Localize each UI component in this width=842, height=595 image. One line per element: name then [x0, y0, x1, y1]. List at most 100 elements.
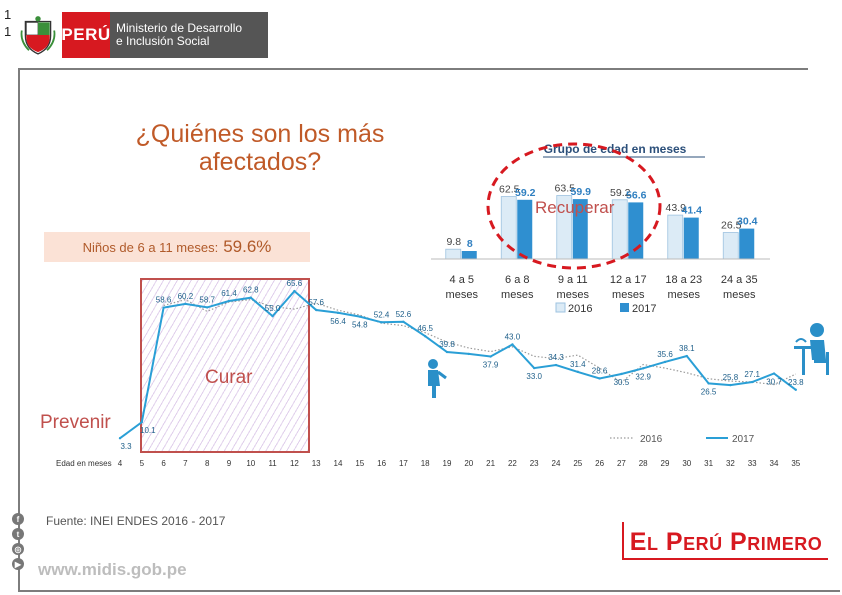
data-label-2017: 31.4 [570, 360, 586, 369]
bar-category-unit: meses [557, 289, 590, 301]
bar-category-unit: meses [723, 289, 756, 301]
child-at-table-icon [794, 323, 829, 375]
instagram-icon[interactable]: ◎ [12, 543, 24, 555]
bar-value-label-2016: 26.5 [721, 220, 742, 232]
data-label-2017: 43.0 [505, 332, 521, 341]
legend-label-2017: 2017 [732, 434, 755, 445]
x-tick-label: 8 [205, 459, 210, 468]
data-point-2017 [336, 311, 340, 315]
recuperar-dashed-ellipse [486, 142, 662, 270]
x-tick-label: 26 [595, 459, 604, 468]
bar-2016 [722, 232, 739, 260]
data-label-2017: 54.8 [352, 321, 368, 330]
data-point-2017 [118, 437, 122, 440]
data-point-2017 [707, 382, 710, 385]
data-label-2017: 52.6 [396, 310, 412, 319]
bar-value-label-2017: 59.2 [515, 187, 536, 199]
data-point-2017 [293, 289, 296, 293]
data-point-2017 [554, 363, 558, 367]
data-point-2017 [511, 343, 514, 346]
bar-legend-swatch-2017 [620, 303, 629, 312]
data-point-2017 [751, 380, 754, 384]
main-title: ¿Quiénes son los más afectados? [135, 120, 385, 176]
bar-legend-label-2016: 2016 [568, 303, 592, 315]
logo-ministry-name: Ministerio de Desarrollo e Inclusión Soc… [110, 12, 268, 58]
x-tick-label: 6 [161, 459, 166, 468]
bar-legend-label-2017: 2017 [632, 303, 656, 315]
curar-label: Curar [205, 367, 253, 388]
frame-top-border [18, 68, 808, 70]
data-point-2017 [598, 377, 601, 380]
data-point-2017 [271, 314, 274, 318]
bar-category-label: 6 a 8 [505, 274, 529, 286]
x-tick-label: 4 [118, 459, 123, 468]
x-tick-label: 28 [639, 459, 648, 468]
data-label-2017: 27.1 [744, 370, 760, 379]
data-point-2017 [315, 308, 318, 312]
bar-value-label-2016: 59.2 [610, 187, 631, 199]
bar-category-unit: meses [612, 289, 645, 301]
series-line-2017 [119, 289, 797, 440]
x-tick-label: 35 [791, 459, 800, 468]
data-point-2017 [206, 306, 209, 309]
data-point-2017 [663, 360, 667, 364]
data-label-2017: 39.8 [439, 340, 455, 349]
x-tick-label: 13 [312, 459, 321, 468]
data-label-2017: 52.4 [374, 310, 390, 319]
recuperar-label: Recuperar [535, 198, 615, 217]
data-label-2017: 38.1 [679, 344, 695, 353]
frame-bottom-border [18, 590, 840, 592]
x-tick-label: 34 [770, 459, 779, 468]
data-label-2017: 60.2 [178, 292, 194, 301]
twitter-icon[interactable]: t [12, 528, 24, 540]
toddler-icon [428, 359, 447, 398]
brand-slogan: El Perú Primero [629, 527, 823, 556]
data-point-2017 [729, 383, 732, 387]
prevenir-label: Prevenir [40, 412, 111, 433]
bar-2017 [461, 251, 477, 259]
bar-category-label: 9 a 11 [558, 274, 588, 286]
data-point-2017 [402, 320, 405, 324]
website-link[interactable]: www.midis.gob.pe [38, 560, 187, 579]
data-label-2017: 46.5 [417, 324, 433, 333]
x-tick-label: 9 [227, 459, 232, 468]
source-note: Fuente: INEI ENDES 2016 - 2017 [46, 514, 226, 528]
bar-legend-swatch-2016 [555, 302, 566, 313]
ministry-logo: PERÚ Ministerio de Desarrollo e Inclusió… [20, 12, 268, 58]
data-label-2017: 58.6 [156, 296, 172, 305]
callout-label: Niños de 6 a 11 meses: [82, 239, 219, 255]
facebook-icon[interactable]: f [12, 513, 24, 525]
x-tick-label: 22 [508, 459, 517, 468]
data-label-2017: 30.7 [766, 378, 782, 387]
x-tick-label: 31 [704, 459, 713, 468]
x-tick-label: 15 [355, 459, 364, 468]
data-label-2017: 58.7 [199, 295, 215, 304]
bar-value-label-2016: 43.9 [666, 202, 687, 214]
data-point-2017 [642, 367, 645, 370]
data-label-2017: 30.5 [614, 378, 630, 387]
data-label-2017: 56.4 [330, 317, 346, 326]
data-label-2017: 34.3 [548, 353, 564, 362]
bar-category-label: 4 a 5 [450, 274, 474, 286]
data-point-2017 [489, 355, 492, 358]
x-tick-label: 18 [421, 459, 430, 468]
data-label-2017: 23.8 [788, 378, 804, 387]
logo-ministry-line2: e Inclusión Social [116, 34, 210, 48]
data-point-2017 [620, 372, 623, 376]
data-label-2017: 65.6 [287, 279, 303, 288]
youtube-icon[interactable]: ▶ [12, 558, 24, 570]
bar-value-label-2017: 59.9 [571, 186, 592, 198]
data-label-2017: 61.4 [221, 289, 237, 298]
x-tick-label: 32 [726, 459, 735, 468]
bar-value-label-2017: 8 [467, 238, 473, 250]
x-tick-label: 11 [268, 459, 277, 468]
data-label-2017: 10.1 [140, 426, 156, 435]
bar-category-label: 24 a 35 [721, 274, 758, 286]
data-point-2017 [162, 306, 165, 309]
data-point-2017 [227, 299, 231, 303]
data-label-2017: 37.9 [483, 361, 499, 370]
data-label-2017: 32.9 [635, 372, 651, 381]
legend-label-2016: 2016 [640, 434, 663, 445]
data-label-2017: 55.0 [265, 304, 281, 313]
x-tick-label: 19 [443, 459, 452, 468]
